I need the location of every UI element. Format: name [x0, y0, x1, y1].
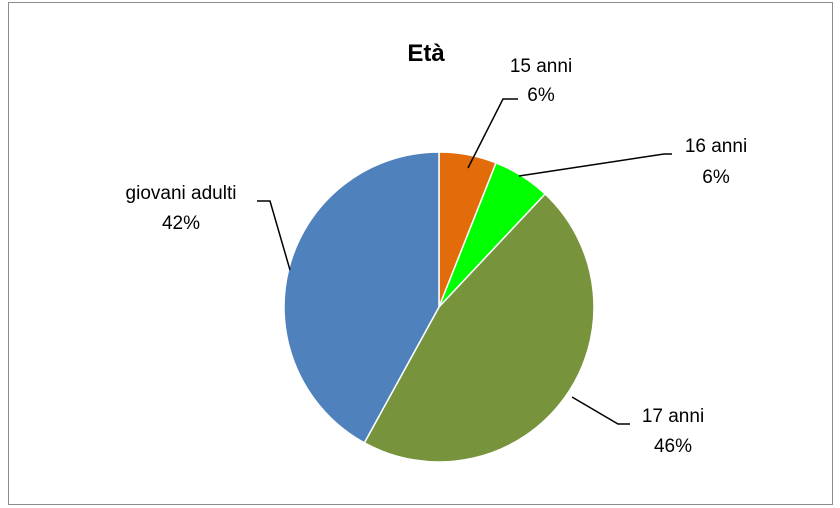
leader-line-15-anni [467, 98, 518, 169]
slice-label-15-anni-pct: 6% [527, 85, 555, 106]
leader-line-17-anni [571, 396, 630, 425]
slice-label-16-anni-name: 16 anni [685, 136, 747, 157]
slice-label-giovani-adulti-pct: 42% [162, 213, 200, 234]
chart-title: Età [407, 40, 445, 67]
pie-slices [283, 151, 595, 463]
slice-label-16-anni-pct: 6% [702, 167, 730, 188]
pie-slice-17-anni [363, 192, 595, 463]
leader-line-giovani-adulti [257, 200, 291, 271]
slice-label-15-anni-name: 15 anni [510, 56, 572, 77]
slice-label-17-anni-name: 17 anni [642, 406, 704, 427]
leader-lines [257, 98, 672, 425]
leader-line-16-anni [518, 153, 672, 177]
slice-label-17-anni-pct: 46% [654, 436, 692, 457]
slice-label-giovani-adulti-name: giovani adulti [126, 183, 237, 204]
